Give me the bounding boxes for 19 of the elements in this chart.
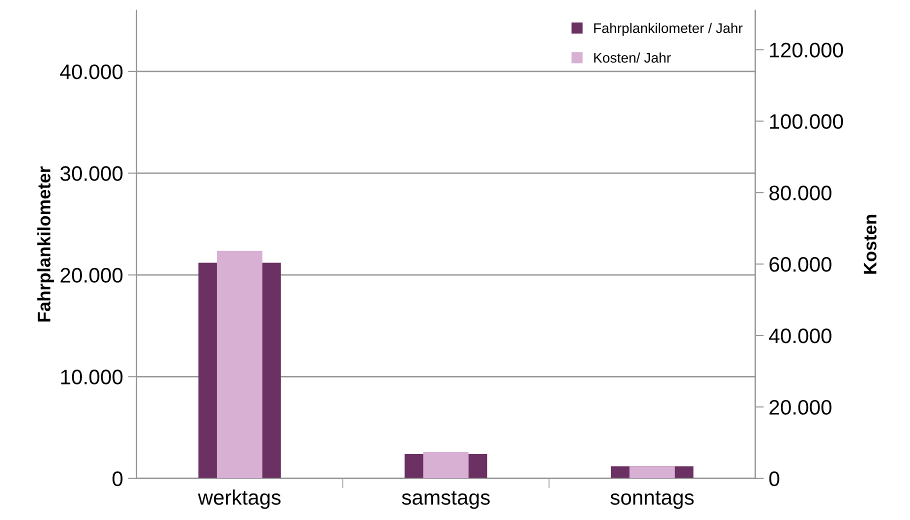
y2-tick-label: 100.000 (770, 114, 843, 129)
y-tick-label: 20.000 (60, 268, 122, 283)
y2-tick-label: 60.000 (770, 257, 832, 272)
y2-axis-title: Kosten (864, 214, 876, 274)
y-tick-label: 10.000 (61, 370, 122, 384)
y-tick-label: 30.000 (60, 166, 122, 181)
y-axis-title: Fahrplankilometer (37, 166, 54, 322)
y2-tick-label: 20.000 (770, 400, 832, 415)
y2-tick-label: 120.000 (770, 42, 843, 58)
y-tick-label: 40.000 (60, 64, 122, 80)
y2-tick-label: 0 (769, 471, 780, 486)
y-tick-label: 0 (112, 471, 122, 486)
legend-label: Fahrplankilometer / Jahr (594, 22, 743, 36)
legend-label: Kosten/ Jahr (594, 52, 671, 63)
x-tick-label: samstags (402, 491, 490, 509)
x-tick-label: sonntags (610, 491, 694, 509)
y2-tick-label: 40.000 (768, 328, 832, 344)
x-tick-label: werktags (198, 490, 281, 509)
y2-tick-label: 80.000 (769, 186, 832, 200)
